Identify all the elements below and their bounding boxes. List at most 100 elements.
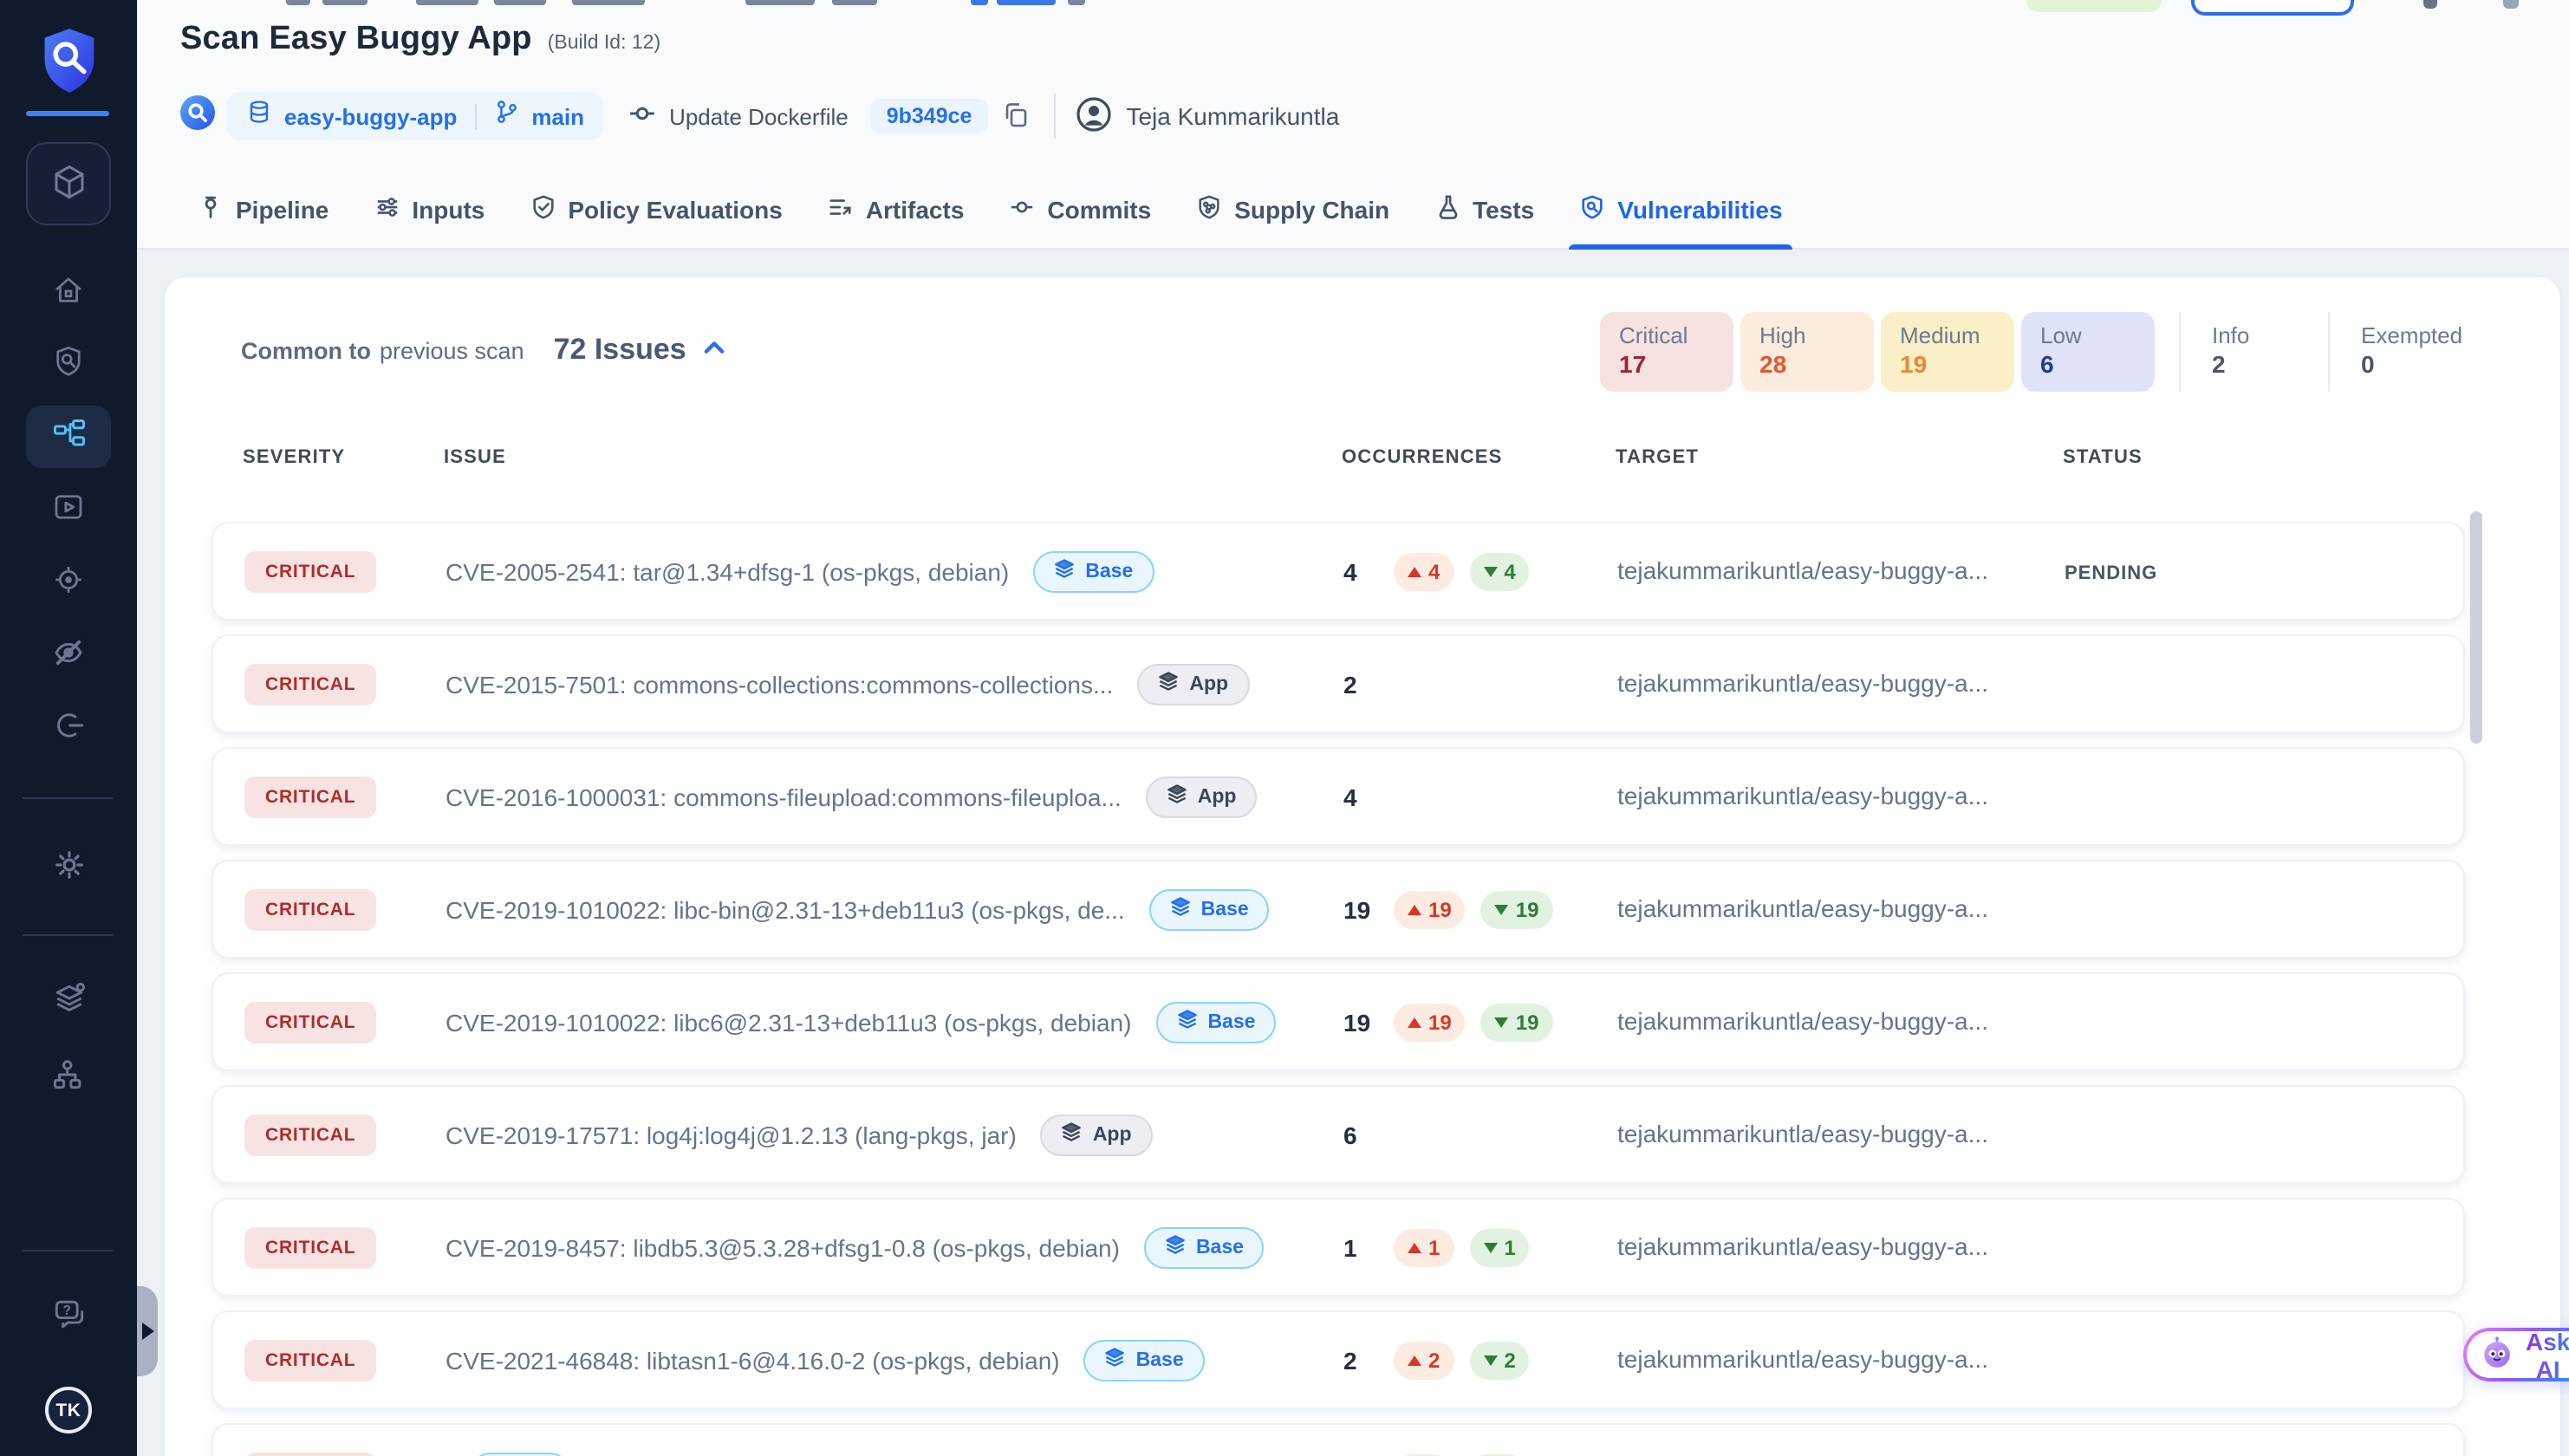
cropped-action-button[interactable]: [2191, 0, 2354, 16]
sidebar-item-hidden-findings[interactable]: [34, 631, 103, 679]
table-row[interactable]: CRITICAL CVE-2019-1010022: libc-bin@2.31…: [211, 860, 2465, 959]
table-row[interactable]: CRITICAL CVE-2015-7501: commons-collecti…: [211, 634, 2465, 733]
occurrence-count: 19: [1343, 895, 1371, 923]
layers-icon: [1062, 1119, 1083, 1150]
vertical-scrollbar[interactable]: [2470, 511, 2482, 744]
sidebar-item-exemptions[interactable]: [34, 704, 103, 752]
severity-badge: CRITICAL: [244, 1001, 377, 1043]
tab-vulnerabilities[interactable]: Vulnerabilities: [1569, 170, 1793, 250]
cropped-toolbar-icon[interactable]: [2503, 0, 2519, 9]
tag-label: Base: [1207, 1011, 1256, 1032]
common-to-label: Common to: [241, 337, 371, 363]
table-row[interactable]: CRITICAL CVE-2019-17571: log4j:log4j@1.2…: [211, 1085, 2465, 1184]
tag-label: Base: [1195, 1237, 1244, 1258]
severity-filter-info[interactable]: Info 2: [2179, 312, 2304, 392]
vulnerability-rows: CRITICAL CVE-2005-2541: tar@1.34+dfsg-1 …: [211, 522, 2465, 1456]
sidebar-item-project-box[interactable]: [26, 142, 111, 225]
issues-collapse-toggle[interactable]: 72 Issues: [554, 333, 726, 367]
help-chat-button[interactable]: ?: [34, 1291, 103, 1340]
tab-supply-chain[interactable]: Supply Chain: [1193, 170, 1393, 248]
layers-icon: [1158, 668, 1179, 699]
status-label: PENDING: [2065, 562, 2158, 583]
issues-count: 72 Issues: [553, 333, 686, 366]
main-content: Scan Easy Buggy App (Build Id: 12) easy-…: [137, 0, 2569, 1456]
gear-icon: [49, 845, 88, 888]
table-row[interactable]: CRITICAL: [211, 1423, 2465, 1456]
person-avatar-icon: [1076, 96, 1111, 136]
sidebar-item-pipelines[interactable]: [26, 406, 111, 468]
build-id-label: (Build Id: 12): [547, 33, 661, 54]
severity-filter-low[interactable]: Low 6: [2021, 312, 2155, 392]
commit-sha-badge[interactable]: 9b349ce: [870, 99, 988, 133]
cropped-status-pill[interactable]: [2026, 0, 2162, 12]
home-icon: [50, 272, 87, 314]
layers-icon: [1176, 1006, 1197, 1037]
issue-title: CVE-2016-1000031: commons-fileupload:com…: [446, 783, 1122, 810]
target-name: tejakummarikuntla/easy-buggy-a...: [1617, 894, 1988, 921]
ask-ai-button[interactable]: Ask AI: [2463, 1327, 2569, 1382]
author-group: Teja Kummarikuntla: [1076, 96, 1339, 136]
table-row[interactable]: CRITICAL CVE-2016-1000031: commons-fileu…: [211, 747, 2465, 846]
svg-text:?: ?: [62, 1303, 70, 1317]
decrease-pill: 4: [1469, 552, 1530, 590]
tab-artifacts[interactable]: Artifacts: [824, 170, 968, 248]
severity-badge: CRITICAL: [244, 776, 377, 817]
repo-branch-pill[interactable]: easy-buggy-app main: [227, 92, 604, 140]
layers-icon: [1170, 894, 1191, 925]
severity-filter-exempted[interactable]: Exempted 0: [2328, 312, 2462, 392]
increase-pill: 4: [1394, 552, 1454, 590]
issue-title: CVE-2019-1010022: libc6@2.31-13+deb11u3 …: [446, 1008, 1132, 1036]
table-row[interactable]: CRITICAL CVE-2019-8457: libdb5.3@5.3.28+…: [211, 1198, 2465, 1297]
branch-name: main: [531, 103, 585, 129]
occurrence-count: 4: [1343, 557, 1357, 585]
sidebar-item-targets[interactable]: [34, 558, 103, 607]
severity-filter-medium[interactable]: Medium 19: [1881, 312, 2014, 392]
sidebar-item-scans[interactable]: [34, 340, 103, 388]
triangle-down-icon: [1483, 566, 1498, 576]
triangle-down-icon: [1494, 1017, 1509, 1027]
user-avatar[interactable]: TK: [45, 1387, 92, 1433]
target-name: tejakummarikuntla/easy-buggy-a...: [1617, 1232, 1988, 1259]
shield-scan-icon: [1579, 193, 1605, 224]
severity-filter-critical[interactable]: Critical 17: [1600, 312, 1733, 392]
target-name: tejakummarikuntla/easy-buggy-a...: [1617, 1344, 1988, 1372]
sidebar-item-infrastructure[interactable]: [34, 1052, 103, 1101]
sidebar-item-settings[interactable]: [34, 842, 103, 891]
layer-tag-badge: App: [1145, 776, 1258, 817]
table-row[interactable]: CRITICAL CVE-2021-46848: libtasn1-6@4.16…: [211, 1310, 2465, 1409]
sidebar-item-home[interactable]: [34, 269, 103, 317]
tab-pipeline[interactable]: Pipeline: [194, 170, 332, 248]
tab-inputs[interactable]: Inputs: [370, 170, 488, 248]
tag-label: App: [1197, 786, 1237, 807]
page-title: Scan Easy Buggy App: [180, 21, 532, 57]
sidebar-divider: [23, 1250, 113, 1251]
tab-tests[interactable]: Tests: [1431, 170, 1538, 248]
scan-comparison-summary: Common to previous scan 72 Issues: [241, 333, 726, 367]
column-issue: ISSUE: [444, 447, 507, 468]
layers-icon: [1054, 556, 1075, 587]
inputs-icon: [374, 193, 400, 224]
pipeline-icon: [198, 193, 224, 224]
sidebar: ? TK: [0, 0, 137, 1456]
occurrence-count: 19: [1343, 1008, 1371, 1036]
tab-policy-evaluations[interactable]: Policy Evaluations: [526, 170, 785, 248]
target-name: tejakummarikuntla/easy-buggy-a...: [1617, 1006, 1988, 1034]
target-name: tejakummarikuntla/easy-buggy-a...: [1617, 1119, 1988, 1147]
cropped-toolbar-icon[interactable]: [2423, 0, 2437, 9]
decrease-pill: 19: [1480, 890, 1553, 928]
sidebar-item-integrations[interactable]: [34, 976, 103, 1024]
cube-icon: [48, 160, 89, 207]
sidebar-item-runs[interactable]: [34, 485, 103, 534]
severity-filter-high[interactable]: High 28: [1740, 312, 1874, 392]
tag-label: Base: [1085, 561, 1134, 582]
tab-commits[interactable]: Commits: [1005, 170, 1154, 248]
decrease-pill: 2: [1469, 1341, 1530, 1379]
app-logo-icon[interactable]: [0, 26, 137, 95]
table-row[interactable]: CRITICAL CVE-2005-2541: tar@1.34+dfsg-1 …: [211, 522, 2465, 621]
network-gear-icon: [49, 1055, 88, 1098]
commit-message-group: Update Dockerfile: [628, 99, 849, 133]
copy-sha-button[interactable]: [1001, 100, 1029, 133]
table-row[interactable]: CRITICAL CVE-2019-1010022: libc6@2.31-13…: [211, 972, 2465, 1071]
sidebar-expand-handle[interactable]: [137, 1286, 158, 1376]
